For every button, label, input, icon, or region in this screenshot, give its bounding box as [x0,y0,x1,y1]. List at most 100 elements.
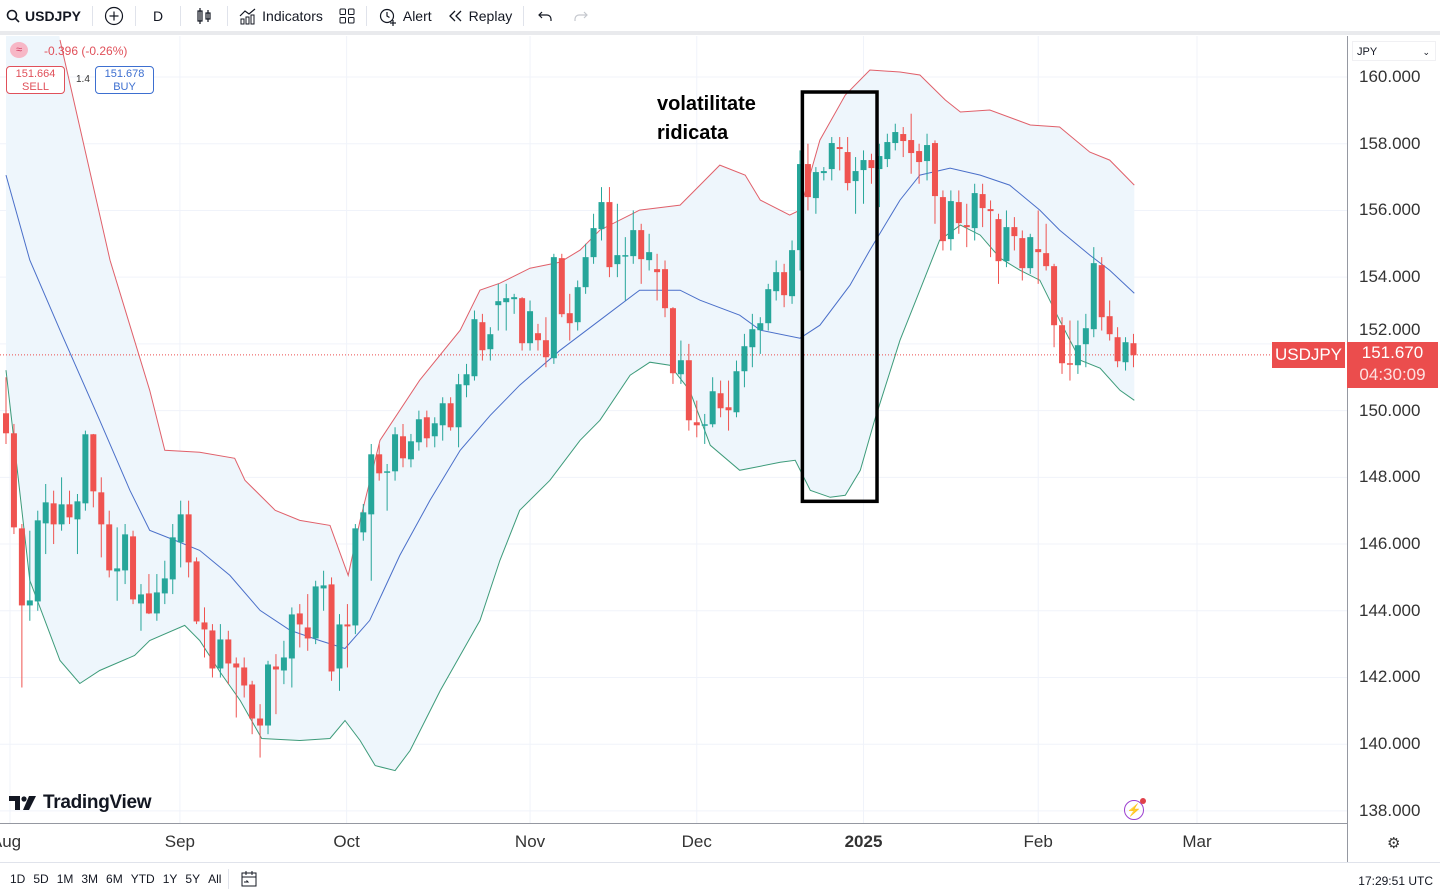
price-axis[interactable]: JPY ⌄ 160.000 158.000 156.000 154.000 152.00… [1347,36,1440,862]
price-change: -0.396 (-0.26%) [44,44,128,58]
range-button-6m[interactable]: 6M [106,872,123,886]
currency-dropdown[interactable]: JPY ⌄ [1352,41,1436,61]
settings-gear-icon[interactable]: ⚙ [1387,835,1401,852]
candle [1059,317,1066,374]
candle [1122,337,1129,371]
time-axis[interactable]: Aug Sep Oct Nov Dec 2025 Feb Mar [0,823,1347,863]
candle-body [495,301,502,306]
candle [987,200,994,258]
symbol-search-button[interactable]: USDJPY [0,2,89,30]
candle-body [463,374,470,386]
candle-body [1122,342,1129,363]
calendar-icon [241,871,257,887]
candle-body [677,360,684,375]
candle-body [145,593,152,614]
candle-body [439,403,446,426]
candle [804,143,811,211]
compare-symbol-button[interactable] [96,2,132,30]
range-button-1d[interactable]: 1D [10,872,26,886]
indicator-icon[interactable]: ≈ [10,42,28,58]
annotation-text[interactable]: volatilitate ridicata [657,90,756,148]
price-tick-label: 154.000 [1359,267,1421,287]
indicators-button[interactable]: Indicators [231,2,331,30]
lightning-icon[interactable]: ⚡ [1124,798,1146,820]
candle-body [860,160,867,171]
candle-body [153,592,160,614]
candle [447,397,454,431]
candle-body [137,594,144,604]
candle [550,253,557,364]
candle-body [1098,265,1105,318]
candle-body [280,657,287,671]
range-button-all[interactable]: All [208,872,222,886]
interval-button[interactable]: D [139,2,177,30]
candle [431,417,438,448]
price-tick-label: 148.000 [1359,467,1421,487]
candle [130,530,137,605]
indicators-label: Indicators [262,7,323,24]
candle [233,657,240,718]
candle [415,410,422,451]
candle-body [288,614,295,659]
range-button-1m[interactable]: 1M [56,872,74,886]
candle [527,300,534,351]
candle [1003,210,1010,268]
layouts-button[interactable] [331,2,363,30]
bollinger-band-fill [6,36,1135,771]
range-button-ytd[interactable]: YTD [130,872,155,886]
range-button-5d[interactable]: 5D [33,872,49,886]
candle [249,680,256,735]
redo-icon [574,11,589,21]
candle-body [320,585,327,589]
candle [614,203,621,278]
candle-body [812,172,819,199]
candle-body [400,436,406,459]
candle-body [392,434,399,472]
time-tick-label: Nov [514,832,546,851]
go-to-date-button[interactable] [232,865,266,893]
candle [1027,233,1034,274]
chevron-down-icon: ⌄ [1422,47,1430,57]
candle-body [249,684,256,719]
redo-button[interactable] [563,2,599,30]
candle [773,260,780,301]
candle [1066,320,1073,381]
range-button-5y[interactable]: 5Y [185,872,201,886]
candle [153,574,160,621]
candles [3,113,1137,758]
candle-body [1027,237,1034,269]
range-button-1y[interactable]: 1Y [162,872,178,886]
candle-body [471,319,478,377]
candle-body [1130,343,1137,356]
candle [74,494,81,555]
price-chart[interactable] [0,36,1347,823]
sell-price: 151.664 [15,68,56,80]
candle-body [1059,325,1066,364]
chart-type-button[interactable] [184,2,224,30]
candle [304,594,311,651]
candle-body [122,534,129,571]
candle-body [1074,345,1081,366]
candle-body [384,471,391,473]
alert-button[interactable]: Alert [370,2,440,30]
candle [58,477,65,531]
interval-label: D [153,7,164,24]
candle [106,510,113,578]
range-button-3m[interactable]: 3M [81,872,99,886]
candle-body [971,193,978,229]
undo-button[interactable] [527,2,563,30]
tradingview-logo[interactable]: TradingView [9,792,152,814]
candle-body [1090,263,1097,330]
candle [1011,217,1018,251]
replay-button[interactable]: Replay [440,2,521,30]
candle-body [201,622,208,630]
buy-button[interactable]: 151.678 BUY [95,66,154,94]
time-tick-label: Feb [1023,832,1053,851]
candle-body [685,360,692,421]
annotation-box[interactable] [800,90,879,504]
tradingview-logo-icon [9,796,36,810]
alert-label: Alert [402,7,432,24]
sell-button[interactable]: 151.664 SELL [6,66,65,94]
candle-body [296,613,303,625]
candle-body [797,164,803,251]
